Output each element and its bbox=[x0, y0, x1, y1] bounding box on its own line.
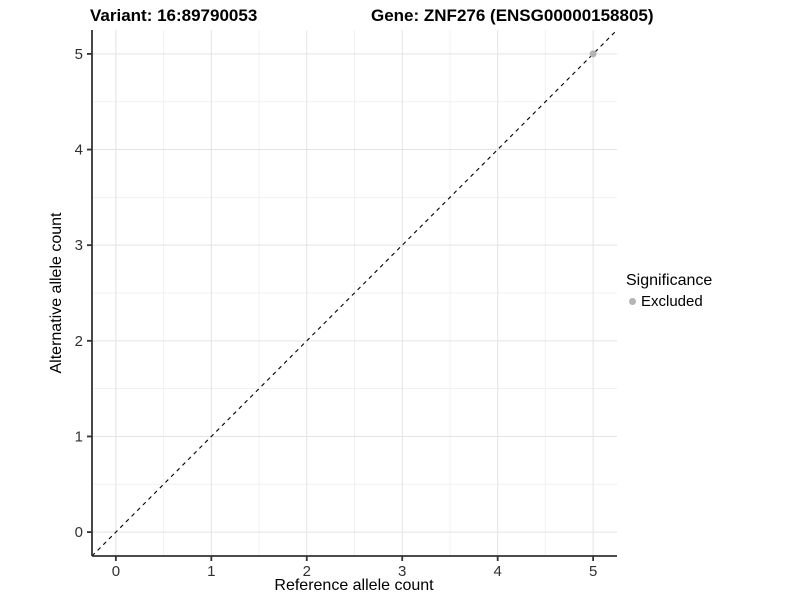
legend-item-excluded: Excluded bbox=[626, 293, 712, 310]
data-point-excluded bbox=[589, 50, 597, 58]
x-tick-label: 0 bbox=[112, 563, 120, 580]
y-tick-label: 1 bbox=[75, 428, 83, 445]
x-axis-title: Reference allele count bbox=[274, 577, 434, 594]
x-tick-label: 1 bbox=[207, 563, 215, 580]
variant-title: Variant: 16:89790053 bbox=[90, 6, 258, 25]
y-tick-label: 2 bbox=[75, 333, 83, 350]
legend-item-label: Excluded bbox=[641, 293, 703, 310]
y-tick-label: 3 bbox=[75, 237, 83, 254]
y-axis-title: Alternative allele count bbox=[48, 212, 65, 374]
legend-title: Significance bbox=[626, 272, 713, 289]
identity-line bbox=[91, 29, 618, 557]
y-tick-label: 4 bbox=[75, 142, 83, 159]
y-tick-label: 5 bbox=[75, 46, 83, 63]
gene-title: Gene: ZNF276 (ENSG00000158805) bbox=[371, 6, 654, 25]
excluded-point-icon bbox=[629, 298, 636, 305]
x-tick-label: 3 bbox=[398, 563, 406, 580]
x-tick-label: 5 bbox=[589, 563, 597, 580]
legend: Significance Excluded bbox=[626, 272, 712, 310]
y-tick-label: 0 bbox=[75, 524, 83, 541]
x-tick-label: 2 bbox=[303, 563, 311, 580]
x-tick-label: 4 bbox=[494, 563, 502, 580]
